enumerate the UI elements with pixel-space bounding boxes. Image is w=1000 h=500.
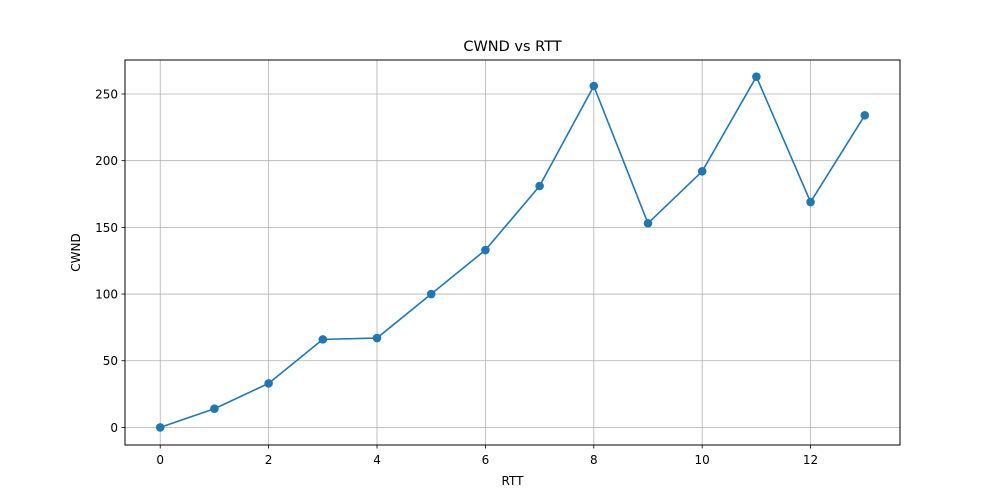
data-point — [319, 335, 328, 344]
y-tick-label: 100 — [95, 288, 118, 302]
data-point — [156, 423, 165, 432]
data-point — [860, 111, 869, 120]
y-tick-label: 200 — [95, 154, 118, 168]
data-point — [806, 198, 815, 207]
data-point — [481, 246, 490, 255]
x-tick-label: 2 — [265, 453, 273, 467]
y-tick-label: 0 — [110, 421, 118, 435]
y-tick-label: 250 — [95, 88, 118, 102]
data-point — [373, 334, 382, 343]
x-tick-label: 8 — [590, 453, 598, 467]
x-axis-label: RTT — [502, 474, 525, 488]
data-point — [535, 182, 544, 191]
chart-title: CWND vs RTT — [463, 39, 561, 55]
x-tick-label: 6 — [482, 453, 490, 467]
y-axis-label: CWND — [69, 233, 83, 271]
data-point — [210, 404, 219, 413]
data-point — [698, 167, 707, 176]
data-point — [752, 72, 761, 81]
data-point — [264, 379, 273, 388]
y-tick-label: 50 — [103, 354, 118, 368]
data-point — [589, 82, 598, 91]
x-tick-label: 12 — [803, 453, 818, 467]
data-point — [644, 219, 653, 228]
data-point — [427, 290, 436, 299]
x-tick-label: 10 — [695, 453, 710, 467]
y-tick-label: 150 — [95, 221, 118, 235]
x-tick-label: 0 — [156, 453, 164, 467]
x-tick-label: 4 — [373, 453, 381, 467]
